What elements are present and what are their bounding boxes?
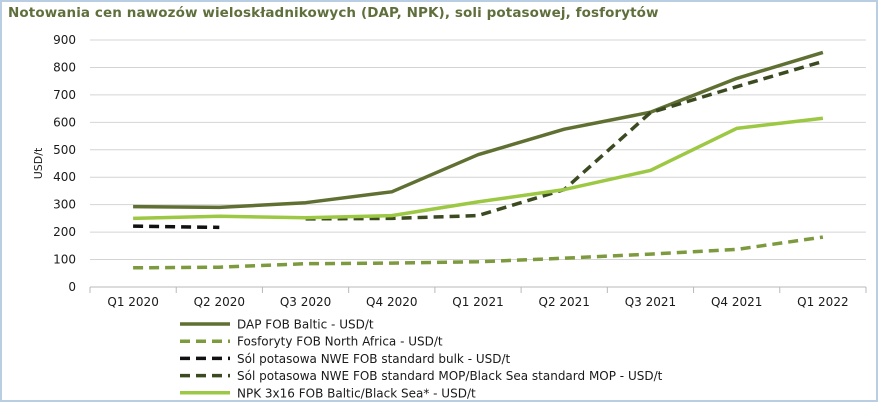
x-tick-label: Q3 2020	[280, 295, 331, 309]
x-tick-label: Q2 2020	[194, 295, 245, 309]
legend: DAP FOB Baltic - USD/t Fosforyty FOB Nort…	[180, 318, 663, 400]
x-tick-label: Q2 2021	[539, 295, 590, 309]
x-axis-ticks: Q1 2020 Q2 2020 Q3 2020 Q4 2020 Q1 2021 Q2 20…	[89, 287, 867, 309]
y-axis-ticks: 0 100 200 300 400 500 600 700 800 900	[53, 33, 76, 294]
y-tick-label: 600	[53, 115, 76, 129]
legend-item: DAP FOB Baltic - USD/t	[180, 318, 374, 332]
legend-label: Fosforyty FOB North Africa - USD/t	[237, 335, 443, 349]
series-line-3	[133, 224, 220, 230]
x-tick-label: Q3 2021	[625, 295, 676, 309]
y-tick-label: 200	[53, 225, 76, 239]
series-line-4	[305, 59, 824, 221]
y-tick-label: 800	[53, 60, 76, 74]
y-tick-label: 300	[53, 198, 76, 212]
y-axis-label: USD/t	[32, 147, 45, 179]
y-tick-label: 100	[53, 253, 76, 267]
y-tick-label: 500	[53, 143, 76, 157]
y-tick-label: 700	[53, 88, 76, 102]
y-tick-label: 900	[53, 33, 76, 47]
legend-item: NPK 3x16 FOB Baltic/Black Sea* - USD/t	[180, 386, 476, 400]
legend-label: Sól potasowa NWE FOB standard bulk - USD…	[237, 352, 511, 366]
series-line-2	[133, 235, 824, 270]
y-tick-label: 0	[68, 280, 76, 294]
x-tick-label: Q1 2021	[452, 295, 503, 309]
x-tick-label: Q4 2020	[366, 295, 417, 309]
series-lines	[133, 50, 824, 270]
chart-title: Notowania cen nawozów wieloskładnikowych…	[8, 5, 659, 21]
legend-item: Fosforyty FOB North Africa - USD/t	[180, 335, 443, 349]
y-tick-label: 400	[53, 170, 76, 184]
legend-label: NPK 3x16 FOB Baltic/Black Sea* - USD/t	[237, 386, 476, 400]
x-tick-label: Q1 2022	[797, 295, 848, 309]
legend-label: Sól potasowa NWE FOB standard MOP/Black …	[237, 369, 663, 383]
x-tick-label: Q1 2020	[107, 295, 158, 309]
grid-lines	[90, 39, 866, 261]
x-tick-label: Q4 2021	[711, 295, 762, 309]
legend-label: DAP FOB Baltic - USD/t	[237, 318, 374, 332]
legend-item: Sól potasowa NWE FOB standard MOP/Black …	[180, 369, 663, 383]
legend-item: Sól potasowa NWE FOB standard bulk - USD…	[180, 352, 511, 366]
series-line-1	[133, 50, 824, 210]
series-line-5	[133, 116, 824, 221]
